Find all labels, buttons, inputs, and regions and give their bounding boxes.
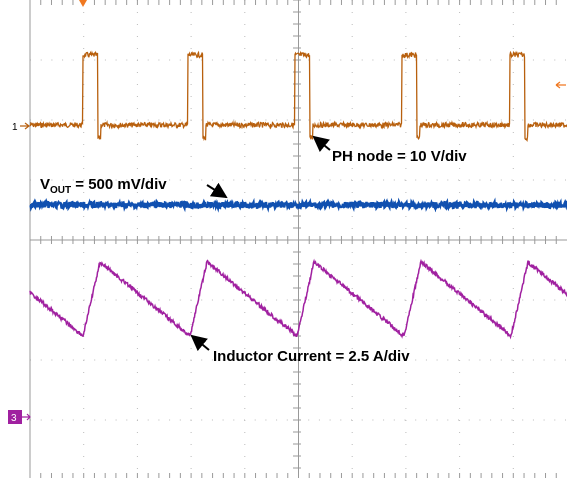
symbol: V: [40, 176, 50, 193]
annotation: VOUT = 500 mV/div: [40, 176, 167, 196]
arrow: [312, 135, 331, 153]
subscript: OUT: [50, 185, 71, 196]
annotation: PH node = 10 V/div: [332, 148, 467, 165]
level-marker: [555, 81, 566, 89]
channel-box: [8, 410, 22, 424]
traces: [29, 50, 567, 340]
graticule: [29, 0, 567, 478]
channel-arrow: [22, 413, 31, 421]
arrow: [206, 182, 228, 199]
arrow: [190, 334, 210, 352]
trigger-marker: [79, 0, 87, 7]
scale: = 500 mV/div: [71, 176, 167, 193]
inductor-current-trace: [29, 258, 567, 340]
ph-node-trace: [29, 50, 567, 143]
channel-label: 3: [11, 413, 17, 424]
channel-arrow: [20, 122, 30, 130]
channel-label: 1: [12, 122, 18, 133]
vout-trace: [29, 197, 567, 213]
annotation: Inductor Current = 2.5 A/div: [213, 348, 410, 365]
